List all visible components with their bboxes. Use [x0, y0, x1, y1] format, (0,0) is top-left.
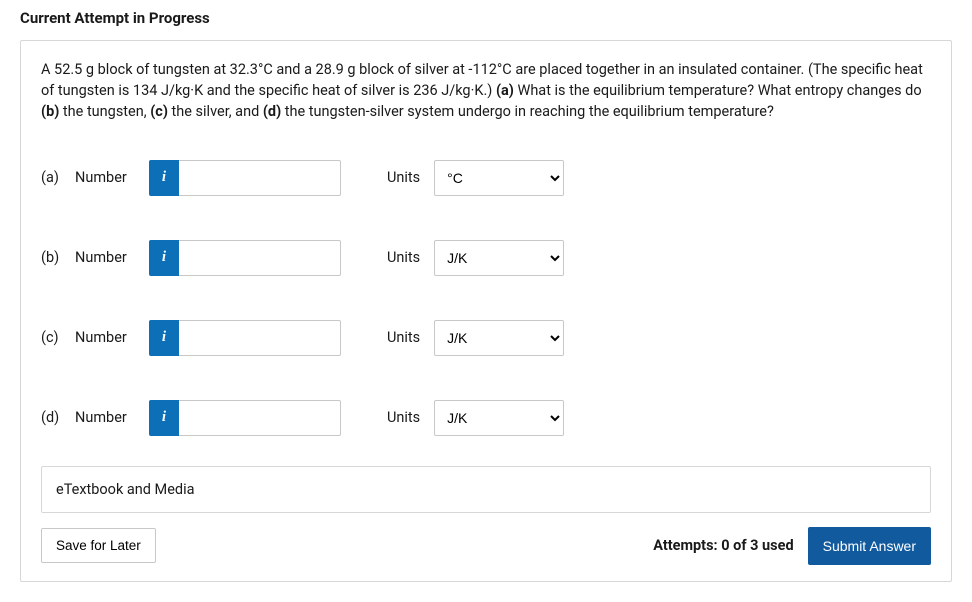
- part-row-d: (d) Number i Units °CJ/KKJW: [41, 400, 931, 436]
- footer-row: Save for Later Attempts: 0 of 3 used Sub…: [41, 527, 931, 565]
- units-select-d[interactable]: °CJ/KKJW: [434, 400, 564, 436]
- info-icon[interactable]: i: [149, 400, 179, 436]
- etextbook-media-button[interactable]: eTextbook and Media: [41, 466, 931, 513]
- part-row-a: (a) Number i Units °CJ/KKJW: [41, 160, 931, 196]
- number-label: Number: [75, 167, 149, 188]
- part-label: (c): [41, 327, 75, 348]
- units-label: Units: [387, 407, 420, 428]
- part-row-c: (c) Number i Units °CJ/KKJW: [41, 320, 931, 356]
- question-card: A 52.5 g block of tungsten at 32.3°C and…: [20, 40, 952, 582]
- part-label: (b): [41, 247, 75, 268]
- units-select-a[interactable]: °CJ/KKJW: [434, 160, 564, 196]
- units-select-b[interactable]: °CJ/KKJW: [434, 240, 564, 276]
- number-input-b[interactable]: [179, 240, 341, 276]
- units-label: Units: [387, 247, 420, 268]
- info-icon[interactable]: i: [149, 320, 179, 356]
- part-label: (d): [41, 407, 75, 428]
- attempt-header: Current Attempt in Progress: [20, 8, 952, 40]
- number-label: Number: [75, 247, 149, 268]
- number-input-group: i: [149, 320, 341, 356]
- units-select-c[interactable]: °CJ/KKJW: [434, 320, 564, 356]
- units-label: Units: [387, 327, 420, 348]
- footer-right-group: Attempts: 0 of 3 used Submit Answer: [653, 527, 931, 565]
- submit-answer-button[interactable]: Submit Answer: [808, 527, 931, 565]
- info-icon[interactable]: i: [149, 240, 179, 276]
- number-input-a[interactable]: [179, 160, 341, 196]
- part-row-b: (b) Number i Units °CJ/KKJW: [41, 240, 931, 276]
- save-for-later-button[interactable]: Save for Later: [41, 528, 156, 563]
- part-label: (a): [41, 167, 75, 188]
- number-input-group: i: [149, 400, 341, 436]
- number-input-group: i: [149, 160, 341, 196]
- question-text: A 52.5 g block of tungsten at 32.3°C and…: [41, 59, 931, 122]
- number-input-d[interactable]: [179, 400, 341, 436]
- units-label: Units: [387, 167, 420, 188]
- attempts-text: Attempts: 0 of 3 used: [653, 535, 793, 556]
- number-label: Number: [75, 407, 149, 428]
- number-label: Number: [75, 327, 149, 348]
- number-input-c[interactable]: [179, 320, 341, 356]
- info-icon[interactable]: i: [149, 160, 179, 196]
- number-input-group: i: [149, 240, 341, 276]
